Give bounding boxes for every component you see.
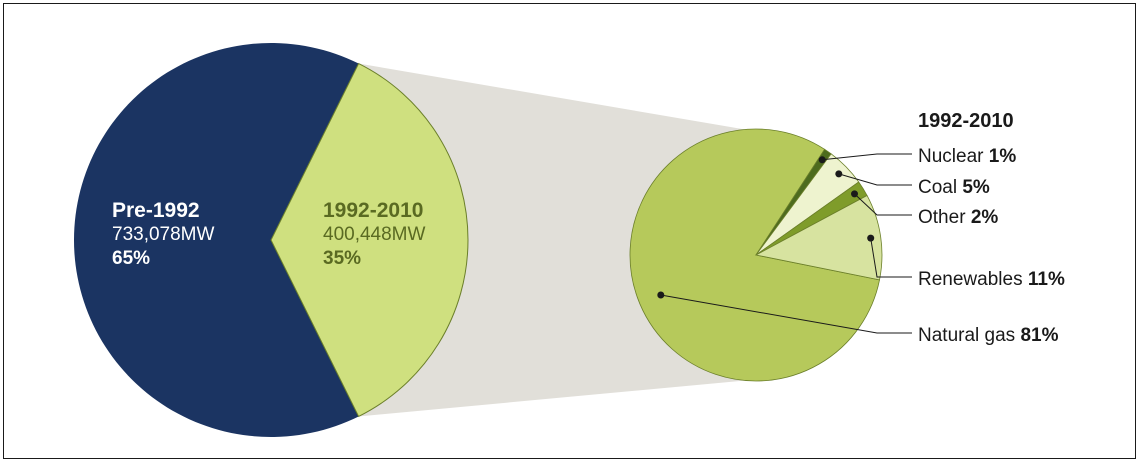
callout-natural-gas-label: Natural gas: [918, 325, 1015, 346]
leader-line-other: [854, 193, 912, 216]
breakdown-title: 1992-2010: [918, 110, 1014, 132]
leader-dot-nuclear: [818, 156, 826, 164]
callout-other: Other 2%: [918, 207, 998, 228]
callout-coal-value: 5%: [962, 177, 990, 198]
slice-value-pre-1992: 733,078MW: [112, 224, 215, 245]
callout-nuclear-label: Nuclear: [918, 146, 984, 167]
pie-slice-natural-gas: [629, 128, 880, 382]
leader-lines: [657, 153, 912, 334]
callout-renewables: Renewables 11%: [918, 269, 1065, 290]
chart-canvas: Pre-1992 733,078MW 65% 1992-2010 400,448…: [73, 43, 1065, 438]
callout-renewables-value: 11%: [1028, 269, 1065, 290]
pie-slice-1992-2010: [270, 62, 469, 418]
callout-other-value: 2%: [971, 207, 999, 228]
breakdown-pie: [629, 128, 883, 382]
leader-line-coal: [838, 173, 912, 186]
leader-line-nuclear: [822, 153, 912, 161]
slice-percent-pre-1992: 65%: [112, 248, 150, 269]
leader-line-natural-gas: [660, 294, 912, 334]
pie-slice-pre-1992: [73, 43, 359, 438]
slice-percent-1992-2010: 35%: [323, 248, 361, 269]
leader-dot-renewables: [867, 234, 875, 242]
leader-dot-other: [851, 190, 858, 198]
slice-label-pre-1992: Pre-1992: [112, 199, 200, 222]
slice-value-1992-2010: 400,448MW: [323, 224, 426, 245]
leader-line-renewables: [870, 238, 912, 278]
callout-natural-gas-value: 81%: [1020, 325, 1058, 346]
callout-other-label: Other: [918, 207, 966, 228]
callout-nuclear-value: 1%: [989, 146, 1017, 167]
slice-label-1992-2010: 1992-2010: [323, 199, 423, 222]
overall-capacity-pie: [73, 43, 469, 438]
connector-band: [358, 63, 746, 417]
leader-dot-coal: [835, 170, 843, 178]
callout-natural-gas: Natural gas 81%: [918, 325, 1059, 346]
callout-coal: Coal 5%: [918, 177, 990, 198]
callout-coal-label: Coal: [918, 177, 957, 198]
callout-nuclear: Nuclear 1%: [918, 146, 1016, 167]
chart-frame: Pre-1992 733,078MW 65% 1992-2010 400,448…: [3, 3, 1136, 459]
callout-renewables-label: Renewables: [918, 269, 1023, 290]
leader-dot-natural-gas: [657, 291, 665, 299]
